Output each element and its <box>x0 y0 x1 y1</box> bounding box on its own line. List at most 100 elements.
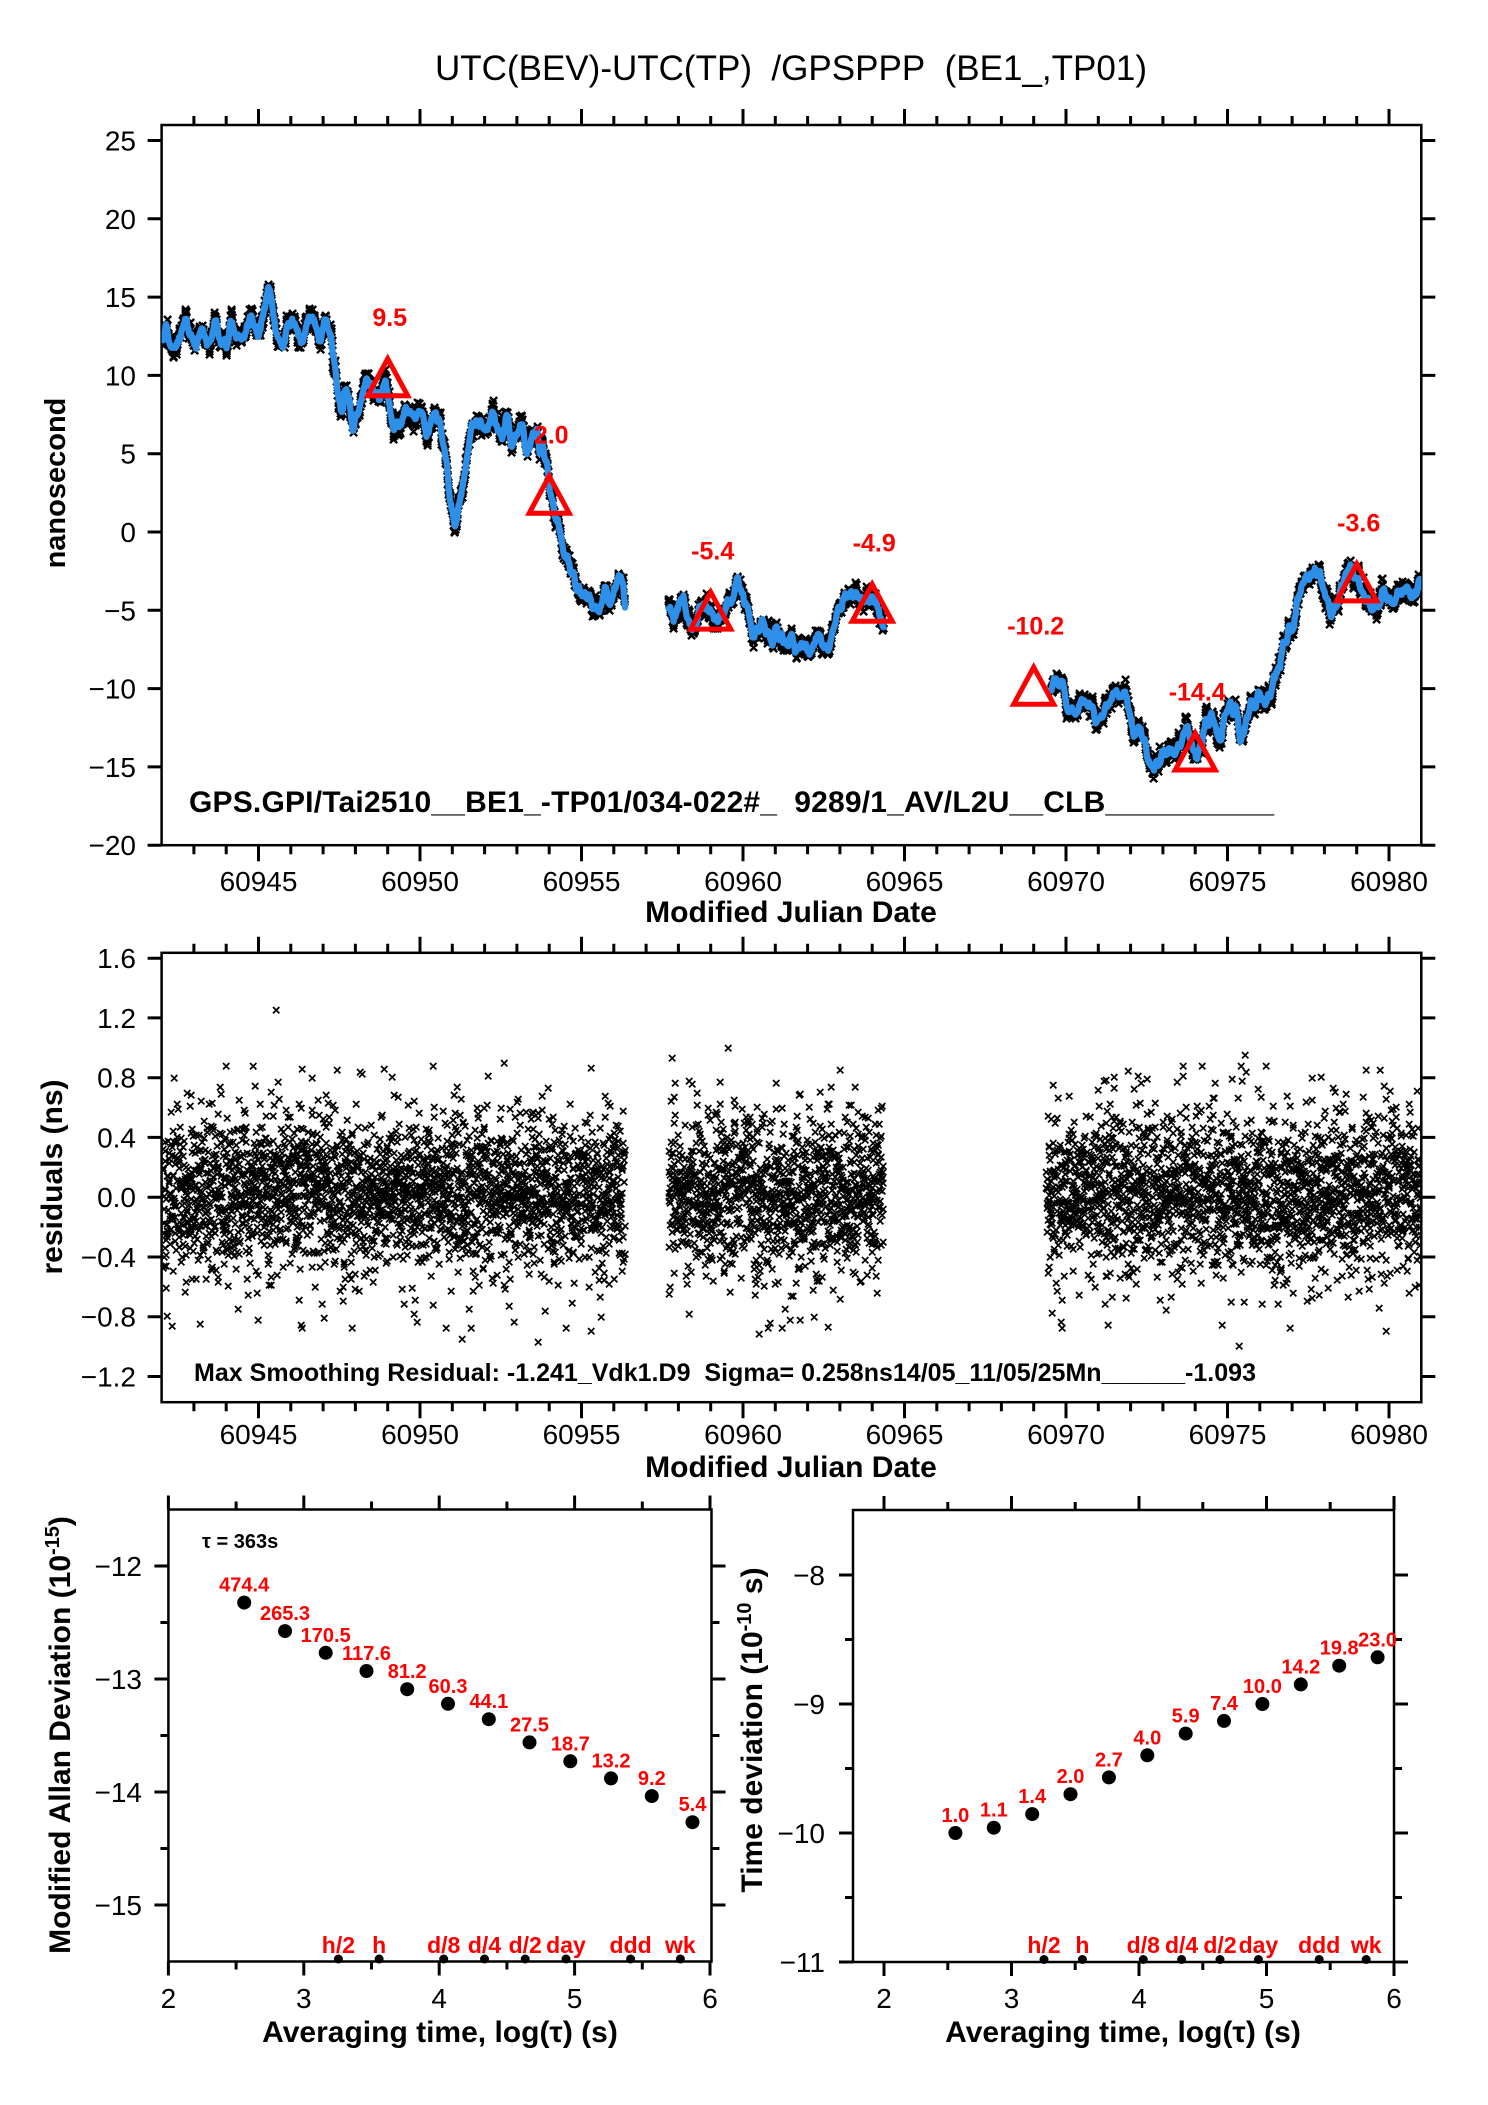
svg-text:60955: 60955 <box>543 1419 621 1450</box>
svg-text:−11: −11 <box>780 1947 825 1978</box>
svg-text:2: 2 <box>876 1983 892 2014</box>
svg-text:day: day <box>546 1932 586 1958</box>
svg-text:81.2: 81.2 <box>388 1661 427 1683</box>
svg-text:60970: 60970 <box>1027 866 1105 897</box>
svg-text:60955: 60955 <box>543 866 621 897</box>
svg-text:1.6: 1.6 <box>97 943 136 974</box>
svg-text:Modified Julian Date: Modified Julian Date <box>645 896 937 929</box>
svg-text:23.0: 23.0 <box>1358 1629 1397 1651</box>
svg-text:170.5: 170.5 <box>301 1625 351 1647</box>
svg-text:27.5: 27.5 <box>510 1714 549 1736</box>
svg-text:0: 0 <box>120 517 136 548</box>
svg-text:h/2: h/2 <box>1027 1932 1060 1958</box>
svg-text:2.0: 2.0 <box>534 422 569 450</box>
svg-text:60960: 60960 <box>704 1419 782 1450</box>
svg-text:10.0: 10.0 <box>1243 1676 1282 1698</box>
svg-text:UTC(BEV)-UTC(TP) /GPSPPP (BE: UTC(BEV)-UTC(TP) /GPSPPP (BE1_,TP01) <box>435 49 1147 88</box>
svg-text:10: 10 <box>105 360 136 391</box>
svg-text:d/2: d/2 <box>509 1932 542 1958</box>
svg-text:5: 5 <box>120 439 136 470</box>
svg-text:474.4: 474.4 <box>219 1575 270 1597</box>
svg-text:4.0: 4.0 <box>1133 1727 1161 1749</box>
svg-text:−20: −20 <box>89 830 137 861</box>
svg-text:1.0: 1.0 <box>941 1805 969 1827</box>
svg-text:d/8: d/8 <box>1127 1932 1160 1958</box>
svg-text:117.6: 117.6 <box>342 1643 391 1665</box>
svg-text:wk: wk <box>1350 1932 1382 1958</box>
svg-text:0.4: 0.4 <box>97 1122 136 1153</box>
svg-text:GPS.GPI/Tai2510__BE1_-TP01/034: GPS.GPI/Tai2510__BE1_-TP01/034-022#_ 928… <box>189 786 1274 819</box>
svg-text:60980: 60980 <box>1350 1419 1428 1450</box>
svg-text:44.1: 44.1 <box>469 1691 508 1713</box>
svg-text:4: 4 <box>1131 1983 1147 2014</box>
svg-text:Modified Julian Date: Modified Julian Date <box>645 1451 937 1484</box>
svg-text:Averaging time, log(τ) (s): Averaging time, log(τ) (s) <box>945 2016 1301 2049</box>
svg-text:5.4: 5.4 <box>679 1794 708 1816</box>
svg-text:d/4: d/4 <box>468 1932 501 1958</box>
svg-text:15: 15 <box>105 282 136 313</box>
svg-text:wk: wk <box>664 1932 696 1958</box>
svg-text:9.2: 9.2 <box>638 1768 666 1790</box>
svg-text:d/2: d/2 <box>1203 1932 1236 1958</box>
svg-text:−15: −15 <box>89 752 137 783</box>
svg-text:−5: −5 <box>104 595 136 626</box>
svg-text:60975: 60975 <box>1189 1419 1267 1450</box>
svg-text:60970: 60970 <box>1027 1419 1105 1450</box>
svg-text:h: h <box>372 1932 386 1958</box>
svg-text:−0.8: −0.8 <box>81 1302 136 1333</box>
svg-text:5: 5 <box>1259 1983 1275 2014</box>
svg-text:1.1: 1.1 <box>980 1800 1008 1822</box>
svg-text:3: 3 <box>1004 1983 1020 2014</box>
svg-text:265.3: 265.3 <box>260 1603 310 1625</box>
svg-text:τ = 363s: τ = 363s <box>202 1531 278 1553</box>
svg-text:7.4: 7.4 <box>1210 1693 1239 1715</box>
svg-text:60945: 60945 <box>220 866 298 897</box>
svg-text:60960: 60960 <box>704 866 782 897</box>
svg-text:−12: −12 <box>95 1551 143 1582</box>
svg-text:d/8: d/8 <box>427 1932 460 1958</box>
svg-text:5.9: 5.9 <box>1172 1706 1200 1728</box>
svg-text:60950: 60950 <box>381 1419 459 1450</box>
svg-text:-10.2: -10.2 <box>1007 613 1064 641</box>
svg-text:−15: −15 <box>95 1890 143 1921</box>
svg-text:60950: 60950 <box>381 866 459 897</box>
svg-text:60945: 60945 <box>220 1419 298 1450</box>
svg-text:1.2: 1.2 <box>97 1003 136 1034</box>
svg-text:13.2: 13.2 <box>592 1750 631 1772</box>
svg-text:25: 25 <box>105 126 136 157</box>
svg-text:2: 2 <box>161 1983 177 2014</box>
svg-text:−8: −8 <box>793 1560 825 1591</box>
svg-text:d/4: d/4 <box>1165 1932 1198 1958</box>
svg-text:residuals (ns): residuals (ns) <box>36 1079 69 1274</box>
svg-text:1.4: 1.4 <box>1018 1786 1047 1808</box>
svg-text:−1.2: −1.2 <box>81 1362 136 1393</box>
svg-text:9.5: 9.5 <box>372 304 407 332</box>
svg-text:2.7: 2.7 <box>1095 1749 1123 1771</box>
svg-text:4: 4 <box>431 1983 447 2014</box>
svg-text:2.0: 2.0 <box>1057 1766 1085 1788</box>
svg-text:0.0: 0.0 <box>97 1182 136 1213</box>
svg-text:-14.4: -14.4 <box>1169 679 1226 707</box>
svg-text:-5.4: -5.4 <box>691 538 734 566</box>
svg-text:−9: −9 <box>793 1689 825 1720</box>
svg-text:-4.9: -4.9 <box>853 530 896 558</box>
svg-text:−14: −14 <box>95 1777 143 1808</box>
svg-text:60980: 60980 <box>1350 866 1428 897</box>
svg-text:60.3: 60.3 <box>429 1676 468 1698</box>
svg-text:60965: 60965 <box>866 866 944 897</box>
svg-text:−0.4: −0.4 <box>81 1242 136 1273</box>
svg-text:ddd: ddd <box>1298 1932 1340 1958</box>
svg-text:−13: −13 <box>95 1664 143 1695</box>
svg-text:Max Smoothing Residual: -1.241: Max Smoothing Residual: -1.241_Vdk1.D9 S… <box>194 1359 1256 1387</box>
svg-text:6: 6 <box>1386 1983 1402 2014</box>
svg-text:6: 6 <box>702 1983 718 2014</box>
svg-text:h: h <box>1075 1932 1089 1958</box>
svg-text:Modified Allan Deviation (10-1: Modified Allan Deviation (10-15) <box>42 1516 77 1954</box>
svg-text:18.7: 18.7 <box>551 1733 590 1755</box>
svg-text:60975: 60975 <box>1189 866 1267 897</box>
svg-text:5: 5 <box>567 1983 583 2014</box>
svg-text:h/2: h/2 <box>322 1932 355 1958</box>
svg-text:day: day <box>1239 1932 1279 1958</box>
svg-text:ddd: ddd <box>610 1932 652 1958</box>
svg-text:3: 3 <box>296 1983 312 2014</box>
